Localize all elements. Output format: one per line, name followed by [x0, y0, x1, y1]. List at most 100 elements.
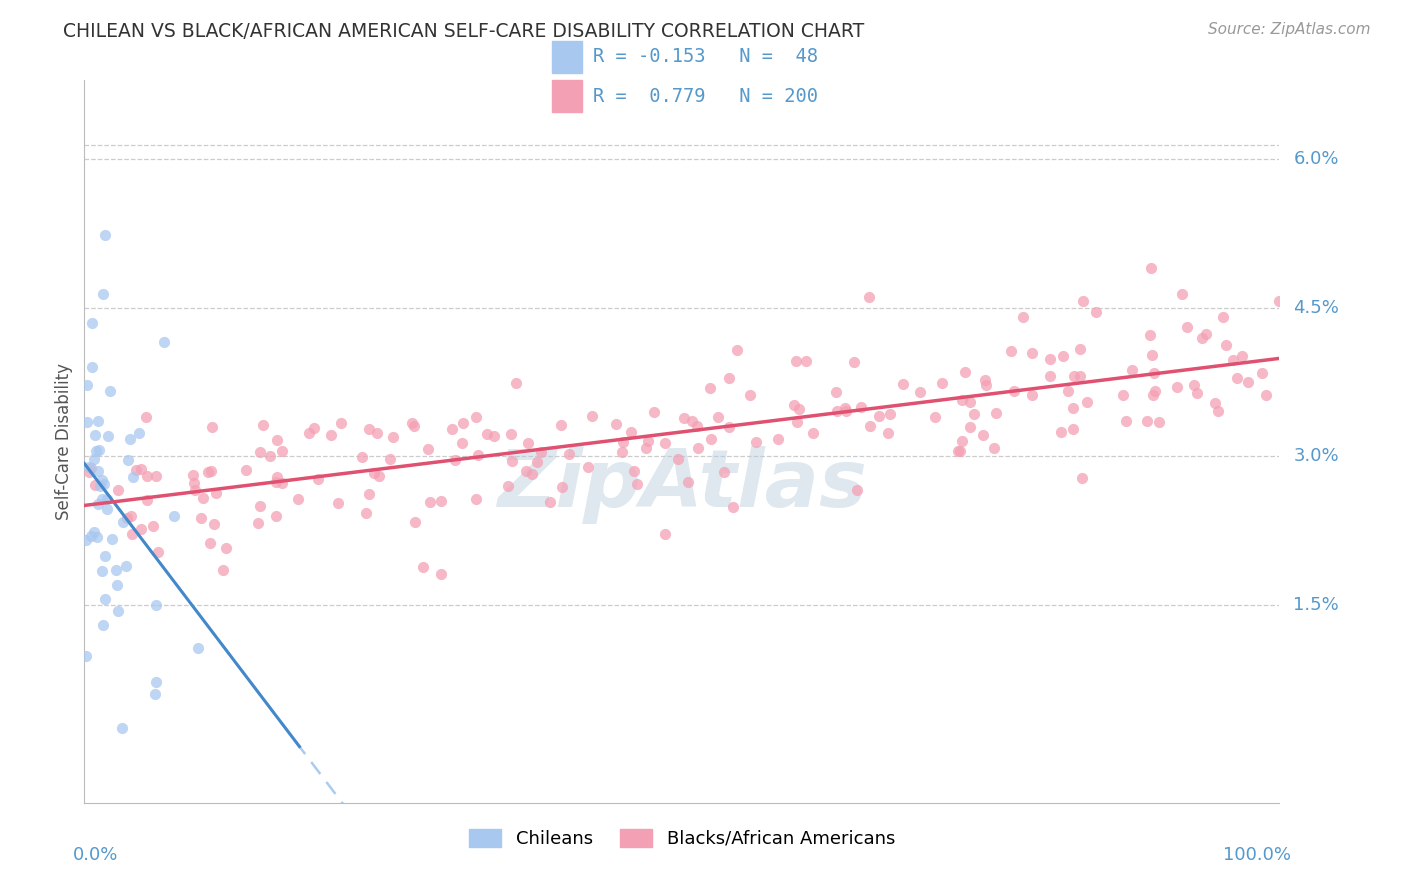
Point — [1039, 369, 1062, 384]
Point — [382, 430, 405, 444]
Point — [94, 549, 117, 563]
Point — [972, 428, 994, 442]
Point — [93, 592, 115, 607]
Point — [794, 354, 817, 368]
Point — [211, 563, 233, 577]
Point — [451, 436, 474, 450]
Point — [76, 377, 98, 392]
Point — [858, 290, 880, 304]
Point — [105, 578, 128, 592]
Point — [1069, 369, 1091, 384]
Point — [117, 453, 139, 467]
Point — [187, 640, 209, 655]
Point — [76, 416, 98, 430]
Point — [136, 492, 159, 507]
Point — [851, 400, 873, 414]
Point — [496, 479, 519, 493]
Point — [366, 426, 388, 441]
Point — [202, 517, 225, 532]
Point — [75, 648, 97, 663]
Point — [834, 401, 856, 416]
Point — [451, 417, 474, 431]
Point — [465, 410, 488, 425]
Point — [83, 525, 105, 540]
Point — [1112, 388, 1135, 402]
Point — [94, 228, 117, 243]
Point — [82, 359, 104, 374]
Text: 0.0%: 0.0% — [73, 847, 118, 864]
Point — [201, 419, 224, 434]
Point — [404, 515, 426, 529]
Point — [1000, 343, 1022, 358]
Point — [129, 462, 152, 476]
Point — [1085, 304, 1108, 318]
Text: ZipAtlas: ZipAtlas — [496, 446, 868, 524]
Point — [1069, 342, 1091, 356]
Point — [96, 491, 118, 506]
Point — [87, 442, 110, 457]
Point — [475, 426, 498, 441]
Point — [80, 461, 103, 475]
Point — [681, 414, 703, 428]
Point — [125, 463, 148, 477]
Point — [115, 511, 138, 525]
Point — [950, 393, 973, 408]
Text: 100.0%: 100.0% — [1223, 847, 1292, 864]
Point — [673, 410, 696, 425]
Point — [83, 477, 105, 491]
Point — [1254, 387, 1277, 401]
Point — [1012, 310, 1035, 324]
Point — [654, 436, 676, 450]
Point — [789, 402, 811, 417]
Point — [1250, 366, 1272, 380]
Point — [264, 509, 287, 524]
Point — [1136, 414, 1159, 428]
Point — [713, 465, 735, 479]
Point — [1139, 327, 1161, 342]
Point — [877, 425, 900, 440]
Point — [97, 429, 120, 443]
Point — [482, 429, 505, 443]
Point — [105, 563, 128, 577]
Point — [801, 426, 824, 441]
Point — [1002, 384, 1025, 398]
Point — [786, 416, 808, 430]
Point — [93, 477, 115, 491]
Point — [122, 470, 145, 484]
Point — [249, 445, 271, 459]
Point — [118, 432, 141, 446]
Point — [401, 416, 423, 430]
Point — [1071, 294, 1094, 309]
Point — [91, 618, 114, 632]
Point — [686, 418, 709, 433]
Point — [135, 409, 157, 424]
Point — [83, 451, 105, 466]
Point — [114, 558, 136, 573]
Point — [190, 511, 212, 525]
Point — [83, 428, 105, 442]
Point — [626, 476, 648, 491]
Point — [1062, 422, 1084, 436]
Text: 1.5%: 1.5% — [1294, 596, 1339, 614]
Point — [1143, 384, 1166, 399]
Point — [974, 378, 997, 392]
Point — [266, 470, 288, 484]
Point — [380, 451, 402, 466]
Point — [145, 469, 167, 483]
Point — [550, 418, 572, 433]
Point — [949, 443, 972, 458]
Point — [91, 286, 114, 301]
Text: 3.0%: 3.0% — [1294, 448, 1339, 466]
Point — [270, 475, 292, 490]
Point — [204, 485, 226, 500]
Point — [891, 377, 914, 392]
Point — [835, 404, 858, 418]
Text: Source: ZipAtlas.com: Source: ZipAtlas.com — [1208, 22, 1371, 37]
Point — [101, 532, 124, 546]
Point — [1215, 338, 1237, 352]
Point — [1191, 331, 1213, 345]
Point — [634, 441, 657, 455]
Point — [307, 472, 329, 486]
Point — [1230, 349, 1253, 363]
Point — [959, 420, 981, 434]
